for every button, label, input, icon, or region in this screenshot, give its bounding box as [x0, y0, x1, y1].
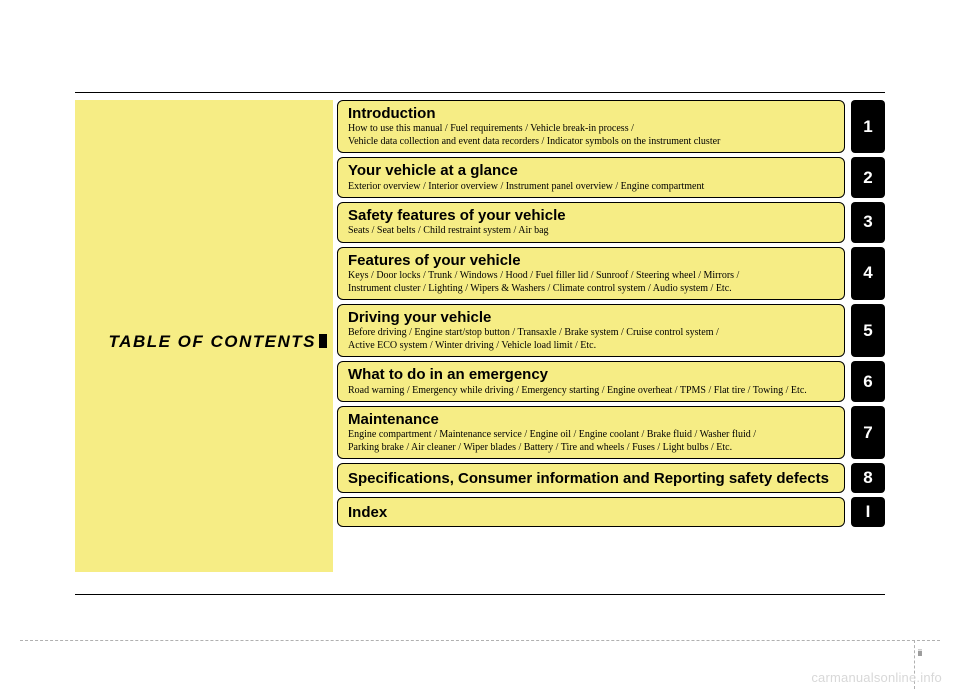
chapter-number: 5: [863, 321, 872, 341]
chapter-card[interactable]: Your vehicle at a glance Exterior overvie…: [337, 157, 845, 198]
chapter-row: Your vehicle at a glance Exterior overvie…: [337, 157, 885, 198]
chapter-number: 7: [863, 423, 872, 443]
chapter-card[interactable]: IntroductionHow to use this manual / Fue…: [337, 100, 845, 153]
chapter-row: What to do in an emergency Road warning /…: [337, 361, 885, 402]
chapter-title: Specifications, Consumer information and…: [348, 470, 834, 487]
chapter-card[interactable]: Features of your vehicleKeys / Door lock…: [337, 247, 845, 300]
chapter-row: Features of your vehicleKeys / Door lock…: [337, 247, 885, 300]
chapter-title: Index: [348, 504, 834, 521]
chapter-row: Index I: [337, 497, 885, 527]
chapter-row: Specifications, Consumer information and…: [337, 463, 885, 493]
dashed-rule-bottom: [20, 640, 940, 641]
chapter-row: Safety features of your vehicleSeats / S…: [337, 202, 885, 243]
chapter-title: Introduction: [348, 105, 834, 122]
toc-left-block: TABLE OF CONTENTS: [75, 100, 333, 572]
chapter-title: Driving your vehicle: [348, 309, 834, 326]
chapter-card[interactable]: MaintenanceEngine compartment / Maintena…: [337, 406, 845, 459]
chapter-row: IntroductionHow to use this manual / Fue…: [337, 100, 885, 153]
content-area: TABLE OF CONTENTS IntroductionHow to use…: [75, 100, 885, 580]
chapter-number: I: [866, 502, 871, 522]
page-number: ii: [918, 648, 922, 658]
chapter-desc: Engine compartment / Maintenance service…: [348, 429, 834, 454]
chapter-number: 4: [863, 263, 872, 283]
chapter-number: 2: [863, 168, 872, 188]
chapter-card[interactable]: Driving your vehicleBefore driving / Eng…: [337, 304, 845, 357]
chapter-title: Maintenance: [348, 411, 834, 428]
chapter-number: 6: [863, 372, 872, 392]
chapter-desc: Keys / Door locks / Trunk / Windows / Ho…: [348, 270, 834, 295]
chapter-number: 8: [863, 468, 872, 488]
chapter-tab[interactable]: 1: [851, 100, 885, 153]
chapter-card[interactable]: Safety features of your vehicleSeats / S…: [337, 202, 845, 243]
chapter-title: Safety features of your vehicle: [348, 207, 834, 224]
toc-marker-icon: [319, 334, 327, 348]
chapter-card[interactable]: What to do in an emergency Road warning /…: [337, 361, 845, 402]
rule-bottom: [75, 594, 885, 595]
chapter-number: 1: [863, 117, 872, 137]
chapter-rows: IntroductionHow to use this manual / Fue…: [333, 100, 885, 580]
chapter-desc: Road warning / Emergency while driving /…: [348, 385, 834, 398]
chapter-desc: How to use this manual / Fuel requiremen…: [348, 123, 834, 148]
chapter-card[interactable]: Index: [337, 497, 845, 527]
manual-page: TABLE OF CONTENTS IntroductionHow to use…: [0, 0, 960, 689]
chapter-number: 3: [863, 212, 872, 232]
chapter-desc: Before driving / Engine start/stop butto…: [348, 327, 834, 352]
chapter-tab[interactable]: I: [851, 497, 885, 527]
chapter-tab[interactable]: 5: [851, 304, 885, 357]
chapter-desc: Exterior overview / Interior overview / …: [348, 181, 834, 194]
chapter-title: Your vehicle at a glance: [348, 162, 834, 179]
chapter-title: Features of your vehicle: [348, 252, 834, 269]
chapter-tab[interactable]: 2: [851, 157, 885, 198]
toc-title-text: TABLE OF CONTENTS: [109, 332, 316, 351]
chapter-card[interactable]: Specifications, Consumer information and…: [337, 463, 845, 493]
chapter-tab[interactable]: 4: [851, 247, 885, 300]
chapter-tab[interactable]: 3: [851, 202, 885, 243]
chapter-title: What to do in an emergency: [348, 366, 834, 383]
toc-title: TABLE OF CONTENTS: [75, 332, 333, 352]
rule-top: [75, 92, 885, 93]
chapter-row: Driving your vehicleBefore driving / Eng…: [337, 304, 885, 357]
chapter-tab[interactable]: 8: [851, 463, 885, 493]
chapter-row: MaintenanceEngine compartment / Maintena…: [337, 406, 885, 459]
chapter-desc: Seats / Seat belts / Child restraint sys…: [348, 225, 834, 238]
chapter-tab[interactable]: 7: [851, 406, 885, 459]
chapter-tab[interactable]: 6: [851, 361, 885, 402]
watermark-text: carmanualsonline.info: [811, 670, 942, 685]
